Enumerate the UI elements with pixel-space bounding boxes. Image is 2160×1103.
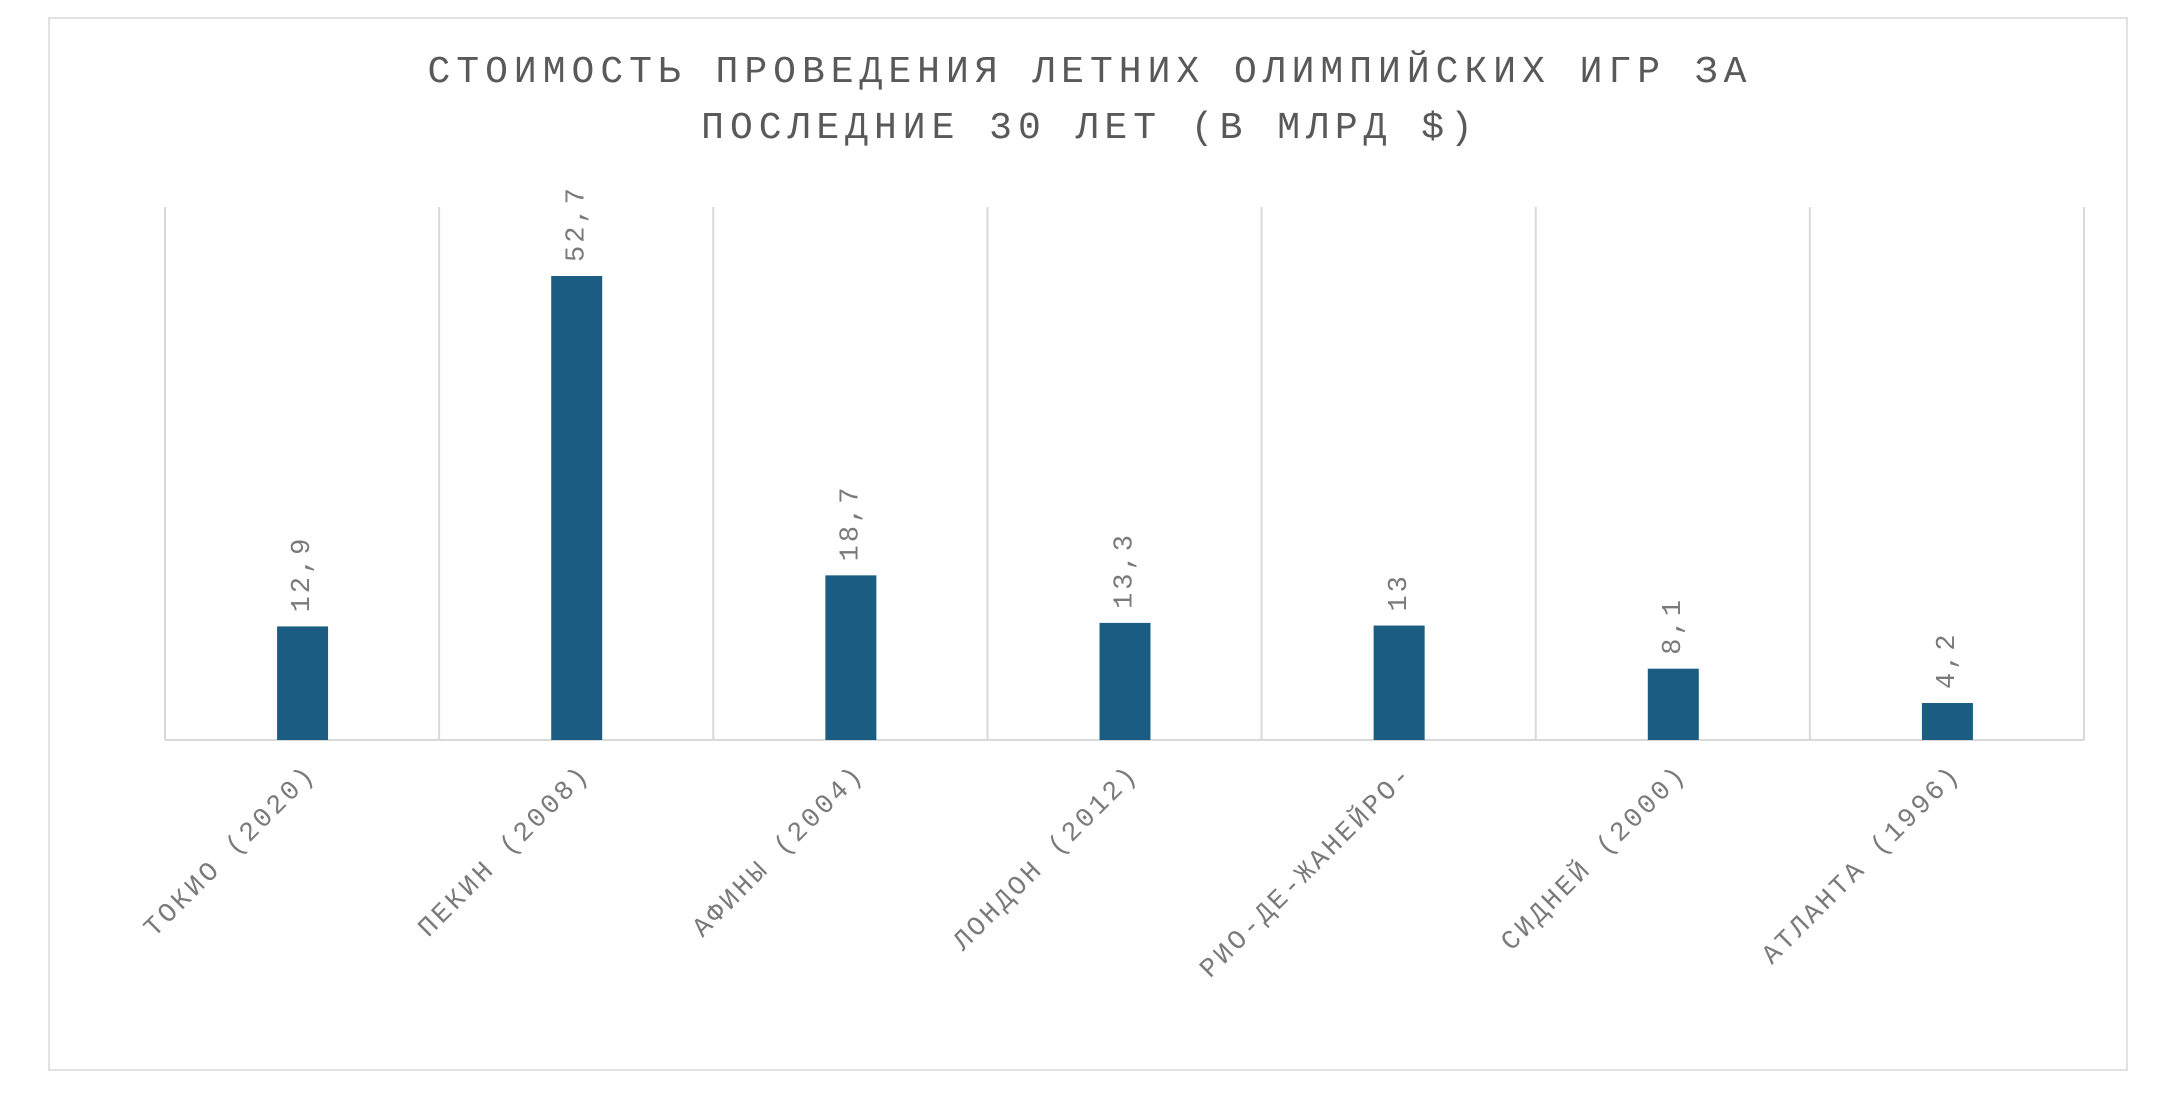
bar — [551, 276, 603, 740]
chart-title: СТОИМОСТЬ ПРОВЕДЕНИЯ ЛЕТНИХ ОЛИМПИЙСКИХ … — [427, 51, 1753, 150]
bar — [1647, 668, 1699, 740]
bar — [1099, 622, 1151, 740]
x-tick-label: РИО-ДЕ-ЖАНЕЙРО- — [1194, 759, 1420, 985]
value-label: 12,9 — [288, 536, 318, 613]
x-tick-label: АТЛАНТА (1996) — [1757, 760, 1968, 971]
value-label: 52,7 — [562, 185, 592, 262]
chart-frame — [48, 17, 2128, 1071]
value-label: 18,7 — [836, 485, 866, 562]
x-tick-label: СИДНЕЙ (2000) — [1495, 759, 1694, 958]
bar — [1921, 703, 1973, 740]
value-label: 4,2 — [1933, 631, 1963, 689]
value-label: 8,1 — [1659, 597, 1689, 655]
x-tick-label: АФИНЫ (2004) — [688, 760, 872, 944]
x-tick-label: ПЕКИН (2008) — [413, 760, 597, 944]
value-label: 13 — [1385, 573, 1415, 611]
bar — [825, 575, 877, 740]
bar — [1373, 625, 1425, 740]
value-label: 13,3 — [1111, 532, 1141, 609]
bar — [277, 626, 329, 740]
x-tick-label: ТОКИО (2020) — [139, 760, 323, 944]
x-tick-label: ЛОНДОН (2012) — [947, 760, 1145, 958]
